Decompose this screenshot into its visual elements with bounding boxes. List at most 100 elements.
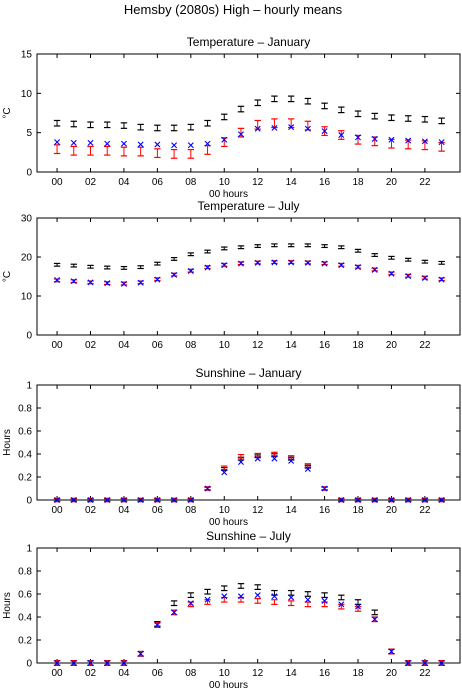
x-tick-label: 10 bbox=[219, 177, 231, 188]
x-tick-label: 22 bbox=[419, 668, 431, 679]
x-tick-label: 14 bbox=[286, 340, 298, 351]
cross-point bbox=[104, 280, 111, 287]
cross-point bbox=[137, 141, 144, 148]
cross-stroke bbox=[288, 457, 295, 464]
cross-stroke bbox=[438, 276, 445, 283]
cross-point bbox=[304, 125, 311, 132]
x-tick-label: 06 bbox=[152, 340, 164, 351]
cross-stroke bbox=[137, 497, 144, 503]
cross-stroke bbox=[254, 592, 261, 599]
series-3 bbox=[54, 259, 445, 287]
errorbar-point bbox=[187, 592, 195, 599]
x-tick-label: 02 bbox=[85, 668, 97, 679]
cross-point bbox=[120, 660, 127, 666]
cross-stroke bbox=[304, 596, 311, 603]
errorbar-point bbox=[404, 257, 412, 262]
chart-title: Sunshine – January bbox=[195, 366, 301, 380]
errorbar-point bbox=[104, 265, 111, 270]
errorbar-point bbox=[70, 145, 77, 156]
errorbar-point bbox=[421, 115, 429, 123]
cross-point bbox=[304, 259, 311, 266]
cross-stroke bbox=[405, 273, 412, 280]
cross-point bbox=[237, 593, 244, 600]
cross-point bbox=[438, 497, 445, 503]
cross-point bbox=[254, 259, 261, 266]
y-tick-label: 30 bbox=[21, 214, 33, 225]
cross-stroke bbox=[438, 139, 445, 146]
cross-point bbox=[288, 594, 295, 601]
x-tick-label: 18 bbox=[352, 505, 364, 516]
x-tick-label: 02 bbox=[85, 340, 97, 351]
errorbar-point bbox=[154, 148, 161, 159]
errorbar-point bbox=[170, 124, 178, 132]
cross-stroke bbox=[204, 596, 211, 603]
cross-stroke bbox=[421, 660, 428, 666]
errorbar-point bbox=[237, 583, 245, 589]
errorbar-point bbox=[254, 597, 261, 604]
x-tick-label: 10 bbox=[219, 668, 231, 679]
x-tick-label: 00 bbox=[52, 668, 64, 679]
errorbar-point bbox=[187, 148, 195, 159]
errorbar-point bbox=[254, 584, 261, 591]
errorbar-point bbox=[354, 599, 362, 605]
cross-point bbox=[288, 259, 295, 266]
cross-stroke bbox=[355, 264, 362, 271]
cross-point bbox=[87, 497, 94, 503]
cross-point bbox=[355, 497, 362, 503]
cross-stroke bbox=[355, 134, 362, 141]
x-tick-label: 12 bbox=[252, 668, 264, 679]
errorbar-point bbox=[237, 453, 245, 459]
x-axis-label: 00 hours bbox=[209, 189, 248, 200]
cross-point bbox=[321, 485, 328, 492]
cross-stroke bbox=[54, 660, 61, 666]
errorbar-point bbox=[287, 600, 295, 607]
errorbar-point bbox=[170, 256, 178, 261]
errorbar-point bbox=[237, 596, 245, 603]
cross-point bbox=[371, 135, 378, 142]
y-tick-label: 15 bbox=[21, 50, 33, 61]
cross-stroke bbox=[154, 497, 161, 503]
cross-point bbox=[87, 279, 94, 286]
cross-stroke bbox=[70, 278, 77, 285]
cross-stroke bbox=[87, 279, 94, 286]
cross-point bbox=[405, 660, 412, 666]
series-3 bbox=[54, 455, 445, 503]
x-tick-label: 14 bbox=[286, 177, 298, 188]
cross-point bbox=[338, 601, 345, 608]
y-tick-label: 0.2 bbox=[18, 636, 32, 647]
axes-frame bbox=[36, 547, 461, 664]
errorbar-point bbox=[237, 245, 245, 250]
cross-point bbox=[187, 600, 194, 607]
cross-point bbox=[421, 660, 428, 666]
errorbar-point bbox=[53, 144, 61, 155]
cross-point bbox=[405, 497, 412, 503]
axes-frame bbox=[36, 53, 461, 173]
errorbar-point bbox=[388, 138, 395, 149]
cross-stroke bbox=[438, 497, 445, 503]
errorbar-point bbox=[87, 264, 94, 269]
cross-point bbox=[371, 497, 378, 503]
y-axis-label: °C bbox=[2, 107, 13, 118]
cross-stroke bbox=[237, 260, 244, 267]
cross-stroke bbox=[54, 497, 61, 503]
y-axis-label: Hours bbox=[2, 429, 13, 456]
errorbar-point bbox=[104, 121, 111, 129]
x-tick-label: 00 bbox=[52, 177, 64, 188]
errorbar-point bbox=[120, 146, 128, 157]
cross-stroke bbox=[371, 616, 378, 623]
errorbar-point bbox=[287, 589, 295, 596]
cross-point bbox=[54, 139, 61, 146]
cross-point bbox=[120, 497, 127, 503]
errorbar-point bbox=[321, 601, 328, 608]
cross-stroke bbox=[104, 660, 111, 666]
errorbar-point bbox=[204, 145, 211, 155]
cross-stroke bbox=[237, 593, 244, 600]
cross-point bbox=[304, 465, 311, 472]
cross-point bbox=[388, 270, 395, 277]
errorbar-point bbox=[120, 122, 128, 129]
x-tick-label: 02 bbox=[85, 177, 97, 188]
cross-point bbox=[171, 497, 178, 503]
chart-panel-2: Temperature – July 0 10 20 30 00 02 04 06 08 10 12 1… bbox=[2, 199, 461, 351]
errorbar-point bbox=[154, 261, 161, 266]
cross-point bbox=[70, 660, 77, 666]
